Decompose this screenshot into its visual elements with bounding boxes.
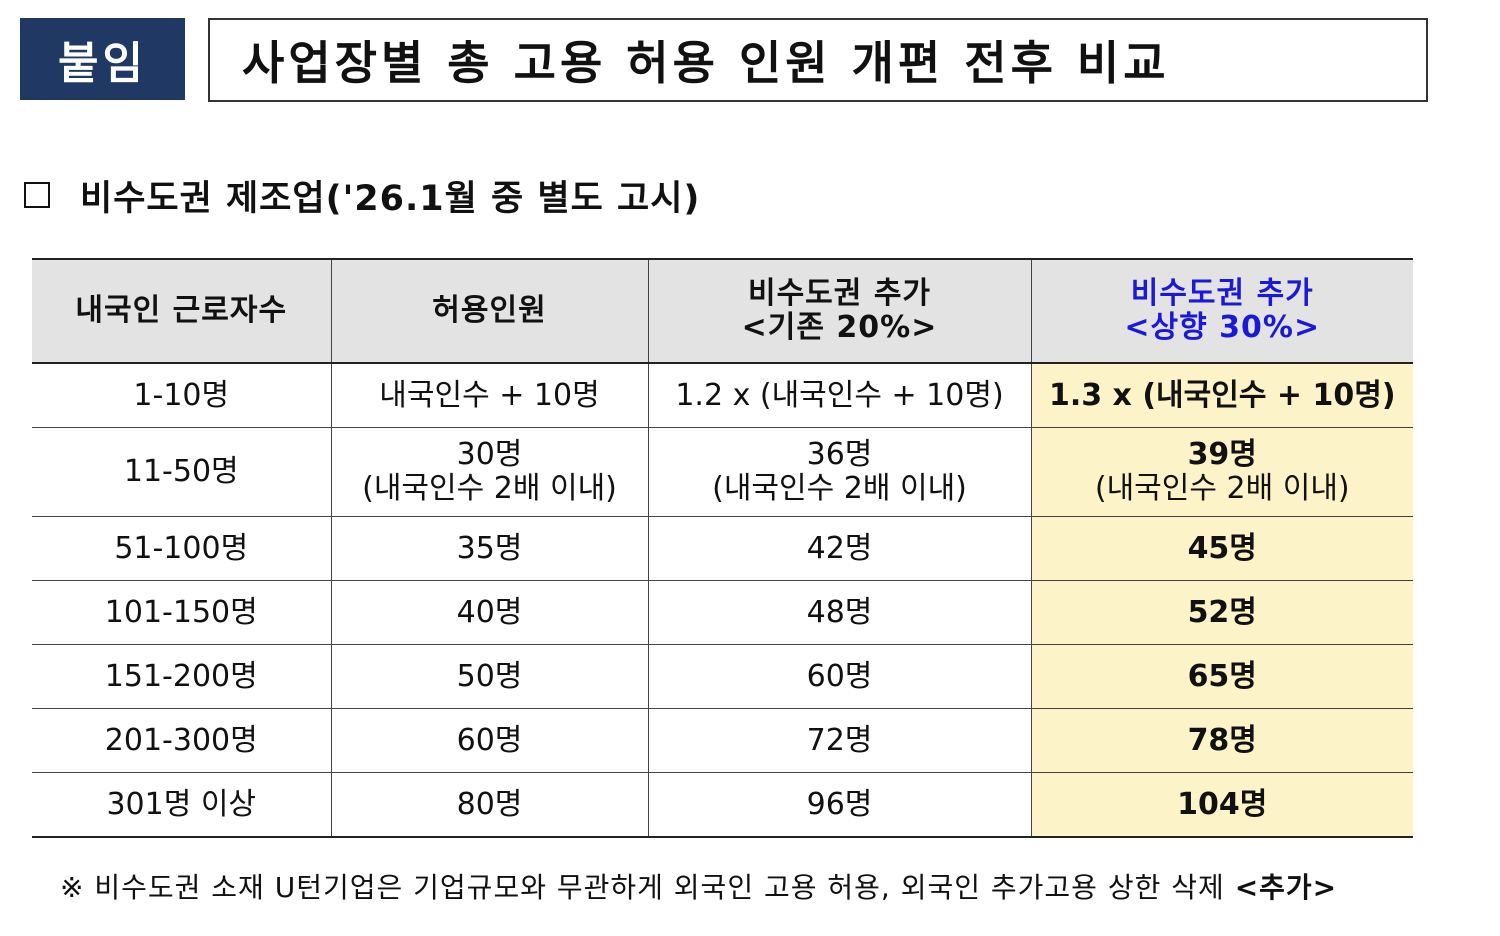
cell-allowed-line2: (내국인수 2배 이내) [362, 471, 617, 506]
attachment-badge-label: 붙임 [58, 38, 147, 89]
cell-allowed: 80명 [330, 772, 649, 838]
cell-existing: 48명 [647, 580, 1032, 645]
page-title: 사업장별 총 고용 허용 인원 개편 전후 비교 [242, 36, 1170, 90]
header-allowed-count-label: 허용인원 [432, 293, 547, 328]
comparison-table: 내국인 근로자수 허용인원 비수도권 추가 <기존 20%> 비수도권 추가 <… [32, 258, 1413, 838]
table-row: 51-100명 35명 42명 45명 [32, 516, 1413, 581]
cell-existing: 42명 [647, 516, 1032, 581]
title-box: 사업장별 총 고용 허용 인원 개편 전후 비교 [208, 18, 1428, 102]
checkbox-square-icon [24, 182, 50, 208]
cell-existing: 96명 [647, 772, 1032, 838]
header-existing-20: 비수도권 추가 <기존 20%> [647, 258, 1032, 364]
footnote-tag: <추가> [1234, 871, 1338, 904]
header-existing-20-line2: <기존 20%> [741, 310, 938, 345]
cell-allowed: 60명 [330, 708, 649, 773]
cell-allowed: 40명 [330, 580, 649, 645]
cell-workers: 301명 이상 [32, 772, 332, 838]
cell-workers: 201-300명 [32, 708, 332, 773]
cell-existing-line1: 36명 [806, 437, 873, 472]
header-existing-20-line1: 비수도권 추가 [747, 276, 932, 311]
table-row: 151-200명 50명 60명 65명 [32, 644, 1413, 709]
cell-workers: 101-150명 [32, 580, 332, 645]
cell-raised: 52명 [1030, 580, 1413, 645]
section-heading: 비수도권 제조업('26.1월 중 별도 고시) [24, 168, 700, 222]
section-heading-text: 비수도권 제조업('26.1월 중 별도 고시) [80, 178, 701, 219]
cell-workers: 11-50명 [32, 427, 332, 517]
cell-workers-text: 11-50명 [123, 454, 239, 489]
table-row: 101-150명 40명 48명 52명 [32, 580, 1413, 645]
cell-raised: 45명 [1030, 516, 1413, 581]
cell-existing: 1.2 x (내국인수 + 10명) [647, 363, 1032, 428]
cell-allowed: 내국인수 + 10명 [330, 363, 649, 428]
header-raised-30: 비수도권 추가 <상향 30%> [1030, 258, 1413, 364]
table-header-row: 내국인 근로자수 허용인원 비수도권 추가 <기존 20%> 비수도권 추가 <… [32, 258, 1413, 364]
header-allowed-count: 허용인원 [330, 258, 649, 364]
cell-existing: 60명 [647, 644, 1032, 709]
header-raised-30-line2: <상향 30%> [1124, 310, 1321, 345]
cell-allowed-line1: 30명 [456, 437, 523, 472]
cell-raised: 104명 [1030, 772, 1413, 838]
attachment-badge: 붙임 [20, 18, 185, 100]
cell-raised: 1.3 x (내국인수 + 10명) [1030, 363, 1413, 428]
footnote-text: ※ 비수도권 소재 U턴기업은 기업규모와 무관하게 외국인 고용 허용, 외국… [60, 871, 1235, 904]
table-row: 201-300명 60명 72명 78명 [32, 708, 1413, 773]
cell-existing: 72명 [647, 708, 1032, 773]
cell-existing: 36명 (내국인수 2배 이내) [647, 427, 1032, 517]
table-row: 1-10명 내국인수 + 10명 1.2 x (내국인수 + 10명) 1.3 … [32, 363, 1413, 428]
cell-raised: 65명 [1030, 644, 1413, 709]
footnote: ※ 비수도권 소재 U턴기업은 기업규모와 무관하게 외국인 고용 허용, 외국… [60, 866, 1440, 906]
cell-raised: 78명 [1030, 708, 1413, 773]
header-domestic-workers: 내국인 근로자수 [32, 258, 332, 364]
cell-allowed: 30명 (내국인수 2배 이내) [330, 427, 649, 517]
cell-allowed: 35명 [330, 516, 649, 581]
cell-allowed: 50명 [330, 644, 649, 709]
cell-workers: 151-200명 [32, 644, 332, 709]
table-row: 11-50명 30명 (내국인수 2배 이내) 36명 (내국인수 2배 이내)… [32, 427, 1413, 517]
header-domestic-workers-label: 내국인 근로자수 [75, 293, 288, 328]
header-raised-30-line1: 비수도권 추가 [1130, 276, 1314, 311]
table-row: 301명 이상 80명 96명 104명 [32, 772, 1413, 838]
cell-raised-line1: 39명 [1187, 437, 1257, 472]
cell-raised: 39명 (내국인수 2배 이내) [1030, 427, 1413, 517]
cell-raised-line2: (내국인수 2배 이내) [1094, 471, 1350, 506]
cell-workers: 51-100명 [32, 516, 332, 581]
cell-existing-line2: (내국인수 2배 이내) [712, 471, 967, 506]
cell-workers: 1-10명 [32, 363, 332, 428]
